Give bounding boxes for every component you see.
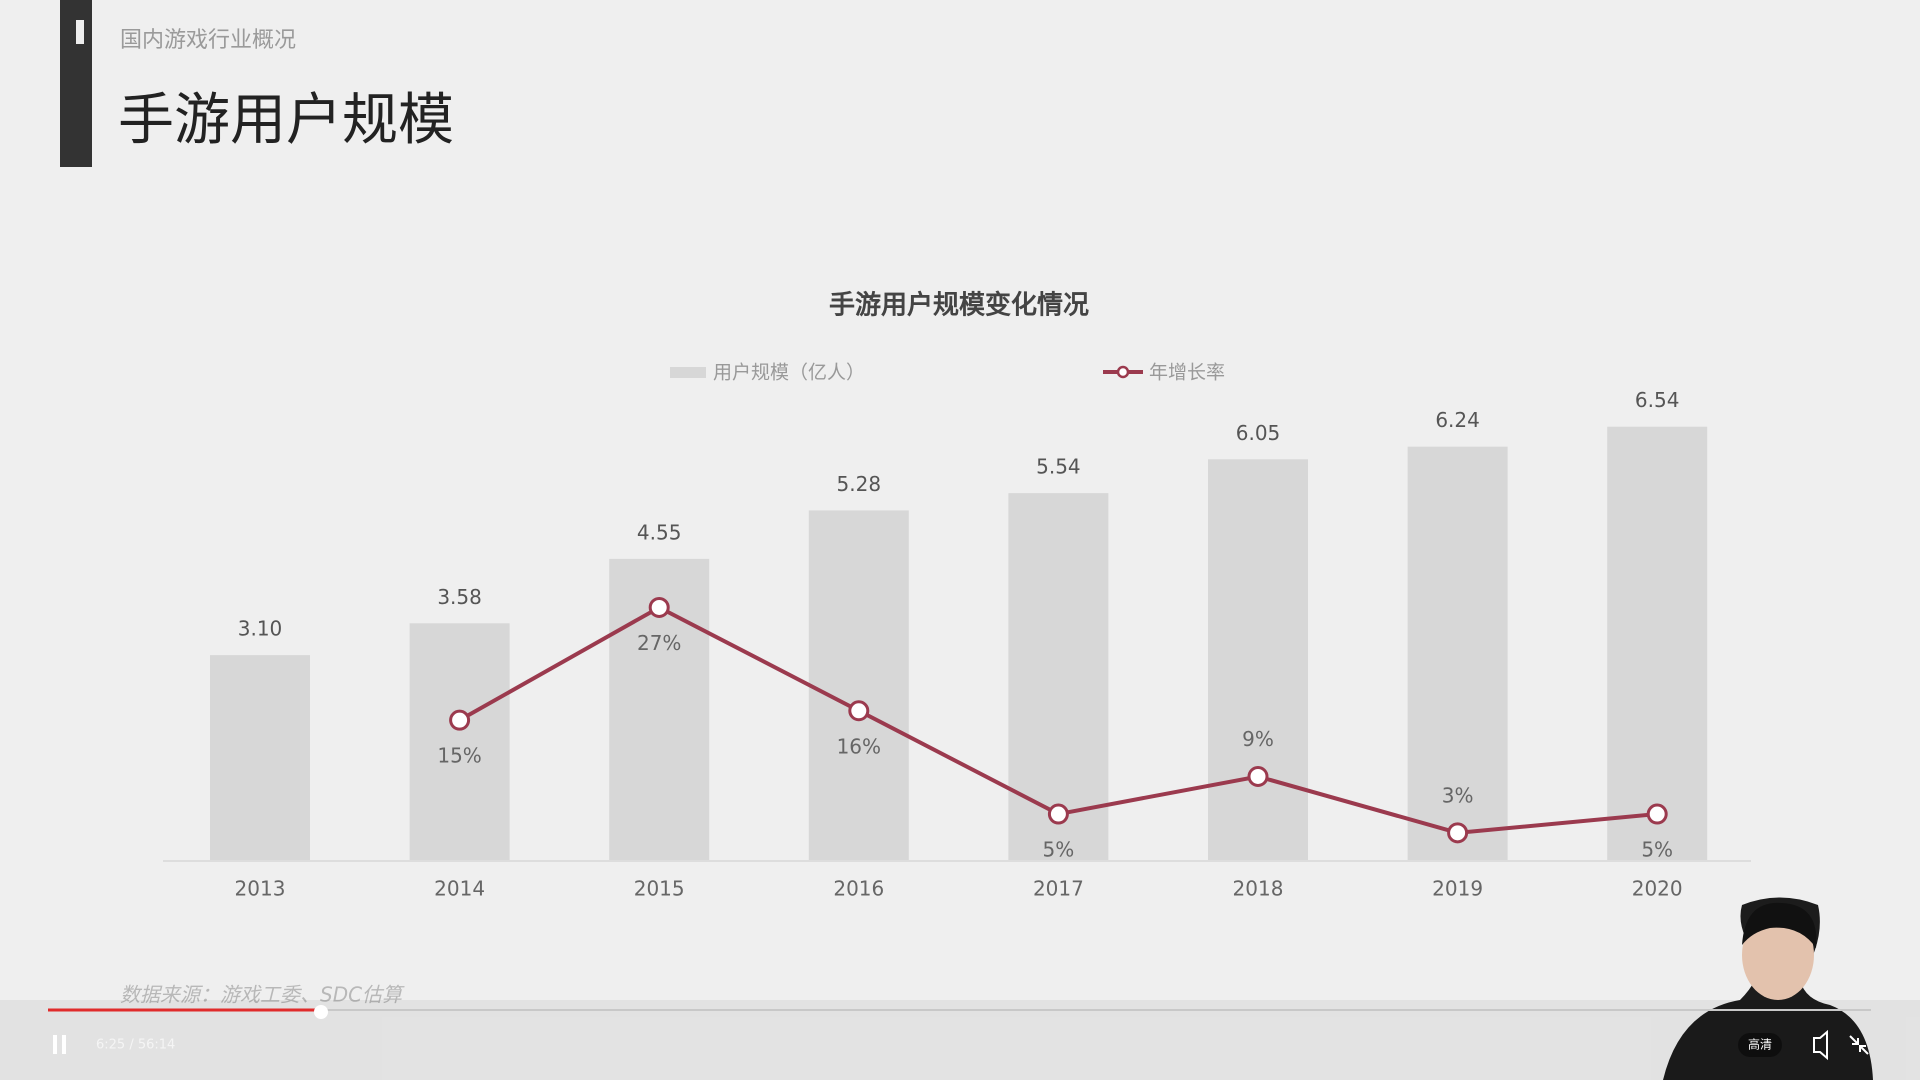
x-tick-label: 2020	[1632, 877, 1683, 901]
time-display: 6:25 / 56:14	[96, 1038, 175, 1053]
line-marker	[1247, 765, 1269, 787]
legend-label: 年增长率	[1149, 362, 1225, 384]
line-marker	[1646, 803, 1668, 825]
bar	[1407, 446, 1508, 861]
chart-title: 手游用户规模变化情况	[829, 290, 1089, 321]
legend-label: 用户规模（亿人）	[713, 362, 865, 384]
exit-fullscreen-button[interactable]	[1849, 1035, 1869, 1055]
line-value-label: 9%	[1242, 727, 1274, 751]
accent-notch	[76, 20, 84, 44]
line-marker	[1047, 803, 1069, 825]
line-marker	[848, 700, 870, 722]
line-marker	[449, 709, 471, 731]
bar-value-label: 3.58	[437, 585, 482, 609]
pause-icon-bar	[62, 1035, 66, 1054]
bar-value-label: 4.55	[637, 520, 682, 544]
quality-button[interactable]	[1738, 1033, 1782, 1057]
x-tick-label: 2016	[833, 877, 884, 901]
volume-button[interactable]	[1813, 1029, 1828, 1061]
x-tick-label: 2014	[434, 877, 485, 901]
line-value-label: 15%	[437, 744, 481, 768]
bar	[1607, 426, 1708, 861]
legend: 用户规模（亿人） 年增长率	[670, 362, 1225, 384]
bar-value-label: 5.54	[1036, 455, 1081, 479]
line-value-label: 27%	[637, 631, 681, 655]
source-note: 数据来源：游戏工委、SDC估算	[120, 983, 405, 1007]
line-value-label: 5%	[1043, 838, 1075, 862]
bar-value-label: 6.24	[1435, 408, 1480, 432]
x-tick-label: 2015	[634, 877, 685, 901]
legend-swatch-marker	[1116, 365, 1130, 379]
pause-button[interactable]	[53, 1035, 66, 1054]
bar	[808, 510, 909, 861]
legend-swatch-bar	[670, 367, 706, 378]
plot: 2013 2014 2015 2016 2017 2018 2019 2020 3.10 3.58…	[210, 388, 1708, 901]
bar	[409, 623, 510, 861]
bar-value-label: 3.10	[238, 617, 283, 641]
line-marker	[648, 596, 670, 618]
x-tick-label: 2018	[1233, 877, 1284, 901]
line-value-label: 5%	[1641, 838, 1673, 862]
pause-icon-bar	[53, 1035, 57, 1054]
bar	[1208, 459, 1308, 861]
progress-handle[interactable]	[314, 1005, 328, 1019]
x-tick-label: 2013	[235, 877, 286, 901]
bar-value-label: 6.05	[1236, 421, 1281, 445]
bar-value-label: 6.54	[1635, 388, 1680, 412]
presenter-hair	[1742, 902, 1817, 948]
bar-value-label: 5.28	[837, 472, 882, 496]
bar	[210, 655, 310, 861]
line-value-label: 16%	[837, 734, 881, 758]
x-tick-label: 2019	[1432, 877, 1483, 901]
controls-bar	[0, 1000, 1920, 1080]
bar	[1008, 493, 1109, 861]
presenter-face	[1742, 910, 1814, 1000]
x-tick-label: 2017	[1033, 877, 1084, 901]
quality-label: 高清	[1748, 1037, 1772, 1052]
slide-title: 手游用户规模	[118, 88, 454, 153]
line-value-label: 3%	[1442, 783, 1474, 807]
webcam-overlay	[1663, 897, 1873, 1080]
slide-subtitle: 国内游戏行业概况	[120, 28, 296, 53]
line-marker	[1447, 822, 1469, 844]
